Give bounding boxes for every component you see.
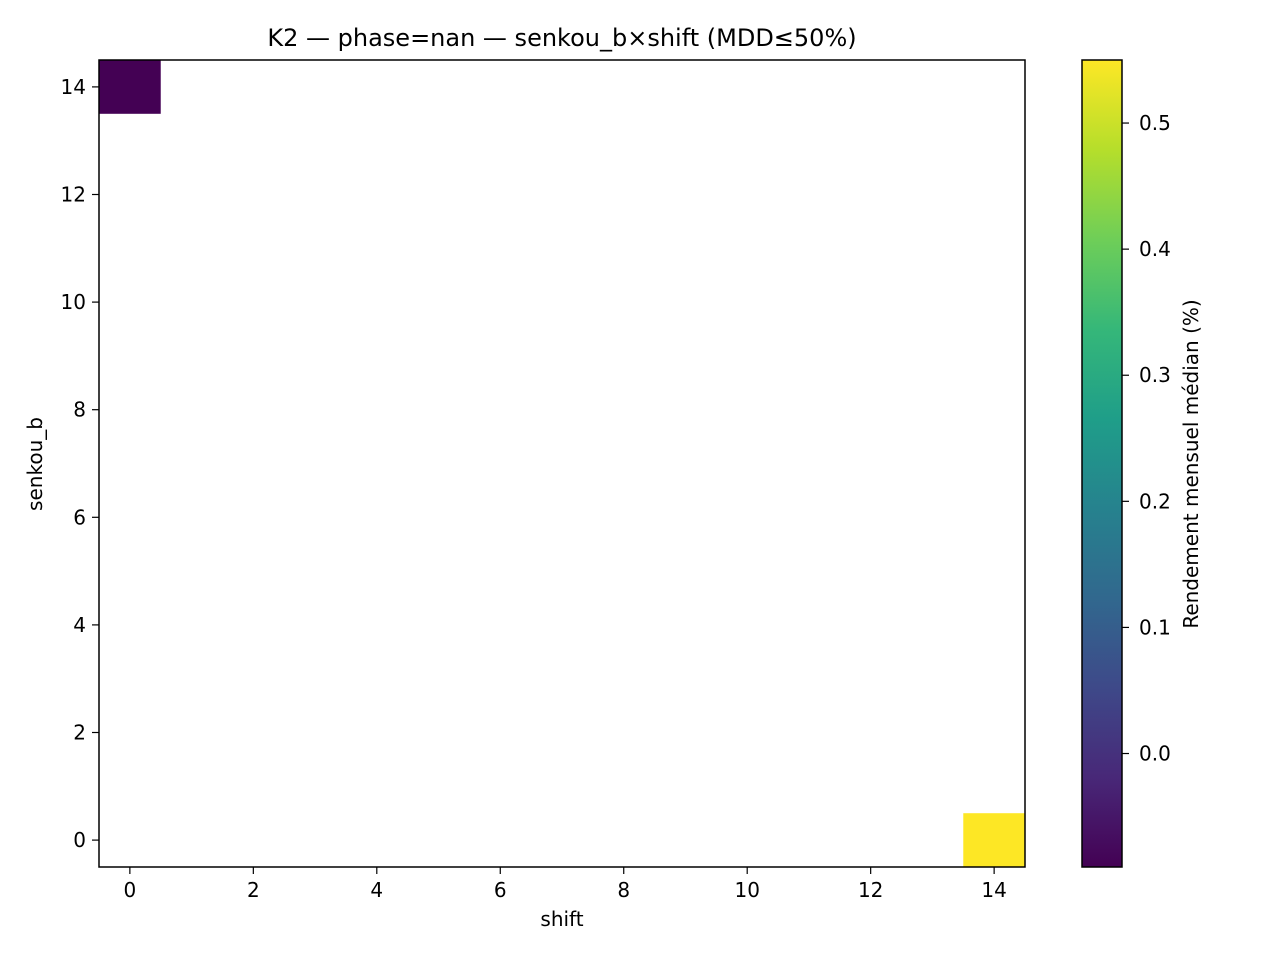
x-tick-label: 2: [247, 878, 260, 902]
colorbar-tick-label: 0.3: [1139, 363, 1171, 387]
x-tick-label: 14: [981, 878, 1006, 902]
x-tick-label: 0: [123, 878, 136, 902]
plot-frame: [98, 59, 1026, 868]
x-tick-label: 12: [858, 878, 883, 902]
colorbar-tick-label: 0.0: [1139, 742, 1171, 766]
chart-title: K2 — phase=nan — senkou_b×shift (MDD≤50%…: [267, 24, 856, 52]
x-axis: 0 2 4 6 8 10 12 14: [123, 867, 1007, 902]
heatmap-cell-0: [99, 60, 161, 114]
y-tick-label: 4: [73, 613, 86, 637]
x-tick-label: 8: [617, 878, 630, 902]
x-axis-label: shift: [540, 907, 583, 931]
heatmap-cell-1: [963, 813, 1025, 867]
colorbar: [1081, 59, 1123, 868]
y-tick-label: 12: [61, 183, 86, 207]
colorbar-tick-label: 0.2: [1139, 489, 1171, 513]
x-tick-label: 4: [370, 878, 383, 902]
x-tick-label: 10: [734, 878, 759, 902]
colorbar-ticks: 0.0 0.1 0.2 0.3 0.4 0.5: [1122, 111, 1171, 766]
x-tick-label: 6: [494, 878, 507, 902]
y-tick-label: 0: [73, 828, 86, 852]
colorbar-label: Rendement mensuel médian (%): [1179, 299, 1203, 628]
y-axis-label: senkou_b: [23, 417, 47, 511]
y-axis: 0 2 4 6 8 10 12 14: [61, 75, 99, 852]
colorbar-tick-label: 0.4: [1139, 237, 1171, 261]
heatmap-cells: [99, 60, 1025, 867]
colorbar-tick-label: 0.5: [1139, 111, 1171, 135]
y-tick-label: 8: [73, 398, 86, 422]
y-tick-label: 14: [61, 75, 86, 99]
y-tick-label: 10: [61, 290, 86, 314]
y-tick-label: 6: [73, 505, 86, 529]
y-tick-label: 2: [73, 721, 86, 745]
colorbar-tick-label: 0.1: [1139, 615, 1171, 639]
